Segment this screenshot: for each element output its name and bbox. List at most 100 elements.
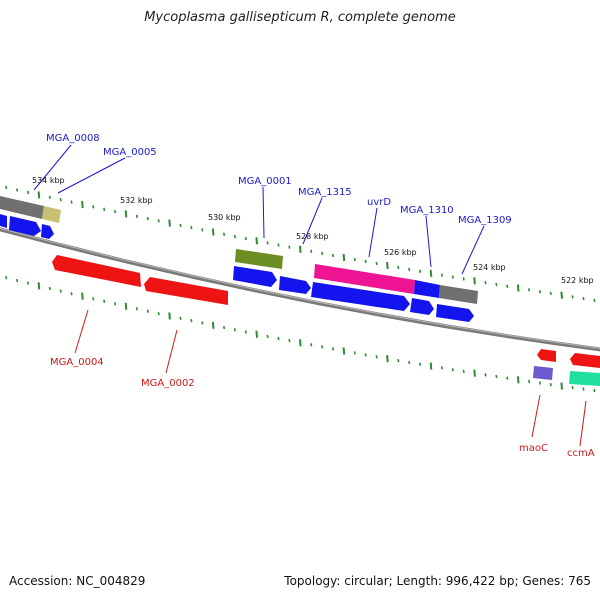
gene-label-maoc: maoC bbox=[519, 443, 548, 454]
scale-tick bbox=[135, 214, 138, 218]
scale-label-530: 530 kbp bbox=[208, 213, 241, 222]
gene-arrow-red bbox=[52, 255, 141, 287]
scale-tick bbox=[48, 286, 51, 291]
scale-tick bbox=[397, 358, 400, 363]
scale-tick bbox=[114, 302, 117, 306]
gene-arrow-blue bbox=[41, 224, 54, 239]
scale-tick bbox=[364, 353, 367, 357]
scale-tick bbox=[408, 360, 411, 365]
topology-text: Topology: circular; Length: 996,422 bp; … bbox=[284, 574, 591, 588]
scale-tick bbox=[223, 325, 226, 330]
gene-label-ccma: ccmA bbox=[567, 448, 595, 459]
scale-tick bbox=[201, 321, 204, 325]
scale-label-526: 526 kbp bbox=[384, 248, 417, 257]
scale-tick bbox=[59, 198, 62, 202]
scale-tick bbox=[288, 338, 291, 343]
scale-tick bbox=[473, 277, 476, 285]
gene-arrow-blue bbox=[311, 282, 410, 311]
scale-tick bbox=[397, 265, 400, 270]
scale-tick bbox=[560, 291, 563, 299]
scale-tick bbox=[419, 362, 422, 366]
scale-tick bbox=[244, 236, 247, 241]
scale-tick bbox=[255, 237, 258, 245]
scale-tick bbox=[560, 382, 563, 390]
gene-label-mga-1310: MGA_1310 bbox=[400, 205, 454, 216]
scale-tick bbox=[179, 223, 182, 228]
scale-tick bbox=[549, 291, 552, 296]
gene-arrow-blue bbox=[410, 298, 434, 315]
scale-tick bbox=[538, 290, 541, 294]
scale-tick bbox=[386, 355, 389, 363]
scale-tick bbox=[5, 185, 8, 190]
scale-label-522: 522 kbp bbox=[561, 276, 594, 285]
gene-arrow-blue bbox=[0, 214, 7, 228]
scale-tick bbox=[571, 385, 574, 390]
scale-tick bbox=[81, 200, 84, 209]
scale-tick bbox=[484, 280, 487, 285]
genome-backbone bbox=[0, 227, 600, 352]
scale-tick bbox=[299, 245, 302, 253]
scale-tick bbox=[16, 278, 19, 283]
gene-block-gray bbox=[0, 196, 44, 219]
scale-tick bbox=[440, 273, 443, 277]
scale-tick bbox=[223, 232, 226, 236]
scale-tick bbox=[495, 374, 498, 379]
gene-label-mga-0008: MGA_0008 bbox=[46, 133, 100, 144]
scale-label-528: 528 kbp bbox=[296, 232, 329, 241]
scale-tick bbox=[375, 355, 378, 359]
scale-tick bbox=[266, 334, 269, 339]
scale-tick bbox=[321, 345, 324, 349]
scale-tick bbox=[124, 210, 128, 218]
scale-tick bbox=[375, 261, 378, 266]
scale-tick bbox=[516, 284, 520, 292]
scale-tick bbox=[386, 261, 389, 270]
gene-arrow-blue bbox=[233, 266, 277, 287]
scale-labels: 534 kbp 532 kbp 530 kbp 528 kbp 526 kbp … bbox=[32, 176, 594, 285]
gene-label-mga-0005: MGA_0005 bbox=[103, 147, 157, 158]
map-title: Mycoplasma gallisepticum R, complete gen… bbox=[144, 10, 456, 25]
gene-arrow-blue bbox=[9, 216, 41, 236]
scale-tick bbox=[92, 297, 95, 301]
scale-tick bbox=[37, 191, 41, 199]
scale-tick bbox=[528, 379, 531, 384]
scale-tick bbox=[135, 307, 138, 311]
scale-ticks-inner bbox=[5, 276, 596, 393]
scale-tick bbox=[342, 253, 346, 262]
forward-leader-lines bbox=[33, 144, 485, 275]
scale-tick bbox=[419, 269, 422, 273]
scale-tick bbox=[70, 200, 73, 204]
scale-tick bbox=[255, 330, 258, 338]
scale-tick bbox=[353, 257, 356, 262]
scale-tick bbox=[451, 275, 454, 279]
scale-tick bbox=[473, 369, 476, 377]
scale-tick bbox=[277, 243, 280, 247]
reverse-gene-labels: MGA_0004 MGA_0002 maoC ccmA bbox=[50, 357, 595, 459]
gene-label-mga-0001: MGA_0001 bbox=[238, 176, 292, 187]
forward-gene-labels: MGA_0008 MGA_0005 MGA_0001 MGA_1315 uvrD… bbox=[46, 133, 512, 226]
gene-label-mga-1315: MGA_1315 bbox=[298, 187, 352, 198]
scale-tick bbox=[593, 298, 596, 302]
scale-tick bbox=[353, 351, 356, 355]
scale-tick bbox=[331, 253, 335, 258]
scale-tick bbox=[440, 366, 443, 370]
scale-tick bbox=[26, 190, 30, 195]
gene-block-khaki bbox=[42, 206, 61, 223]
scale-tick bbox=[321, 251, 324, 256]
scale-tick bbox=[59, 289, 62, 293]
scale-tick bbox=[190, 225, 193, 230]
scale-tick bbox=[429, 362, 433, 370]
scale-tick bbox=[266, 241, 269, 245]
scale-tick bbox=[26, 281, 30, 285]
scale-tick bbox=[516, 376, 520, 384]
scale-tick bbox=[408, 267, 411, 272]
scale-tick bbox=[495, 282, 498, 287]
scale-tick bbox=[168, 219, 171, 227]
scale-tick bbox=[211, 321, 215, 329]
accession-text: Accession: NC_004829 bbox=[9, 574, 146, 588]
scale-ticks-outer bbox=[5, 185, 596, 302]
scale-tick bbox=[201, 228, 204, 232]
scale-tick bbox=[506, 284, 509, 288]
scale-tick bbox=[331, 347, 335, 351]
scale-tick bbox=[70, 292, 73, 296]
